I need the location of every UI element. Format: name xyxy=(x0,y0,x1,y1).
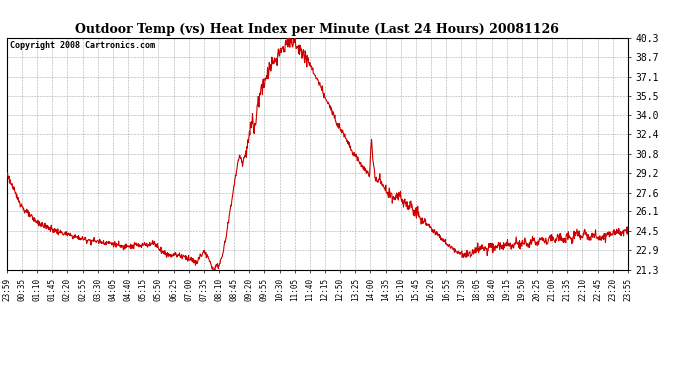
Title: Outdoor Temp (vs) Heat Index per Minute (Last 24 Hours) 20081126: Outdoor Temp (vs) Heat Index per Minute … xyxy=(75,23,560,36)
Text: Copyright 2008 Cartronics.com: Copyright 2008 Cartronics.com xyxy=(10,41,155,50)
